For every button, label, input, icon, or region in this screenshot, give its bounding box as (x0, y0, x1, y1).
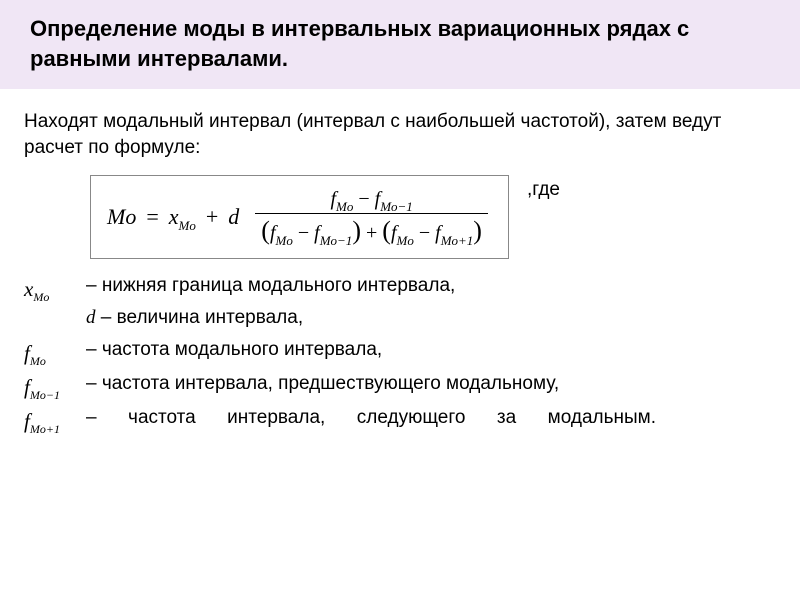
def-f-mo-p1: fMo+1 – частота интервала, следующего за… (24, 405, 776, 435)
def-f-mo-m1: fMo−1 – частота интервала, предшествующе… (24, 371, 776, 401)
def-text-f-mo-m1: – частота интервала, предшествующего мод… (86, 371, 776, 397)
symbol-x-mo: xMo (24, 273, 86, 303)
mode-formula: Mo = xMo + d fMo − fMo−1 (fMo − fMo−1) +… (107, 186, 488, 248)
def-x-mo: xMo – нижняя граница модального интервал… (24, 273, 776, 303)
formula-row: Mo = xMo + d fMo − fMo−1 (fMo − fMo−1) +… (0, 175, 800, 259)
definitions: xMo – нижняя граница модального интервал… (0, 259, 800, 436)
symbol-f-mo: fMo (24, 337, 86, 367)
symbol-f-mo-m1: fMo−1 (24, 371, 86, 401)
intro-text: Находят модальный интервал (интервал с н… (0, 89, 800, 174)
formula-box: Mo = xMo + d fMo − fMo−1 (fMo − fMo−1) +… (90, 175, 509, 259)
page-title: Определение моды в интервальных вариацио… (30, 14, 782, 73)
header-block: Определение моды в интервальных вариацио… (0, 0, 800, 89)
where-label: ,где (509, 175, 560, 201)
def-text-x-mo: – нижняя граница модального интервала, (86, 273, 776, 299)
def-d: d – величина интервала, (24, 305, 776, 331)
def-text-f-mo-p1: – частота интервала, следующего за модал… (86, 405, 656, 431)
def-f-mo: fMo – частота модального интервала, (24, 337, 776, 367)
def-text-f-mo: – частота модального интервала, (86, 337, 386, 363)
symbol-f-mo-p1: fMo+1 (24, 405, 86, 435)
